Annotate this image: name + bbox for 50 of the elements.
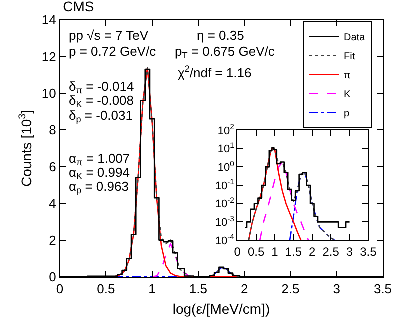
y-tick-label: 2 xyxy=(49,232,56,248)
y-tick-label: 0 xyxy=(49,270,56,285)
x-axis-title: log(ε/[MeV/cm]) xyxy=(172,300,270,317)
x-tick-label: 3 xyxy=(346,244,354,259)
y-tick-label: 10$^{2}$ xyxy=(218,122,234,138)
line-series xyxy=(248,147,302,241)
x-tick-label: 3.5 xyxy=(360,244,378,259)
annotation: α$_{K}$ = 0.994 xyxy=(69,165,130,182)
y-tick-label: 8 xyxy=(49,122,56,138)
annotation: δ$_{p}$ = -0.031 xyxy=(69,108,133,125)
x-tick-label: 2 xyxy=(309,244,316,259)
annotation: χ$^{2}$/ndf = 1.16 xyxy=(178,64,252,80)
legend-label: π xyxy=(344,70,352,82)
x-tick-label: 2 xyxy=(240,282,248,297)
annotation: η = 0.35 xyxy=(197,28,244,43)
y-tick-label: 12 xyxy=(42,49,56,64)
y-tick-label: 10$^{-3}$ xyxy=(215,214,234,230)
y-tick-label: 10$^{-4}$ xyxy=(215,232,236,248)
x-tick-label: 1 xyxy=(148,282,156,297)
x-tick-label: 1.5 xyxy=(189,282,208,297)
annotation: δ$_{π}$ = -0.014 xyxy=(69,79,134,96)
y-tick-label: 10$^{1}$ xyxy=(218,141,234,156)
line-series xyxy=(248,147,336,241)
annotation: δ$_{K}$ = -0.008 xyxy=(69,93,134,110)
y-tick-label: 14 xyxy=(42,12,56,28)
line-series xyxy=(259,162,310,241)
x-tick-label: 1 xyxy=(272,244,279,259)
x-tick-label: 2.5 xyxy=(282,282,300,297)
annotation: p = 0.72 GeV/c xyxy=(69,44,157,59)
y-tick-label: 10$^{0}$ xyxy=(218,159,234,174)
y-tick-label: 10 xyxy=(42,86,56,101)
chart-title: CMS xyxy=(63,0,94,14)
x-tick-label: 3 xyxy=(333,282,340,297)
y-tick-label: 10$^{-2}$ xyxy=(215,196,234,211)
x-tick-label: 1.5 xyxy=(285,244,302,259)
annotation: α$_{p}$ = 0.963 xyxy=(69,179,129,196)
y-tick-label: 10$^{-1}$ xyxy=(215,178,234,192)
y-tick-label: 6 xyxy=(49,159,56,174)
annotation: p$_{T}$ = 0.675 GeV/c xyxy=(175,44,276,61)
legend-label: Fit xyxy=(344,52,356,63)
x-tick-label: 3.5 xyxy=(374,282,392,297)
legend-label: Data xyxy=(344,32,366,44)
legend-label: p xyxy=(344,108,350,120)
annotation: α$_{π}$ = 1.007 xyxy=(69,151,130,168)
legend-label: K xyxy=(344,90,352,101)
x-tick-label: 2.5 xyxy=(322,244,340,259)
annotation: pp √s = 7 TeV xyxy=(69,28,149,43)
x-tick-label: 0.5 xyxy=(248,244,266,259)
y-tick-label: 4 xyxy=(49,196,56,212)
x-tick-label: 0.5 xyxy=(97,282,116,297)
